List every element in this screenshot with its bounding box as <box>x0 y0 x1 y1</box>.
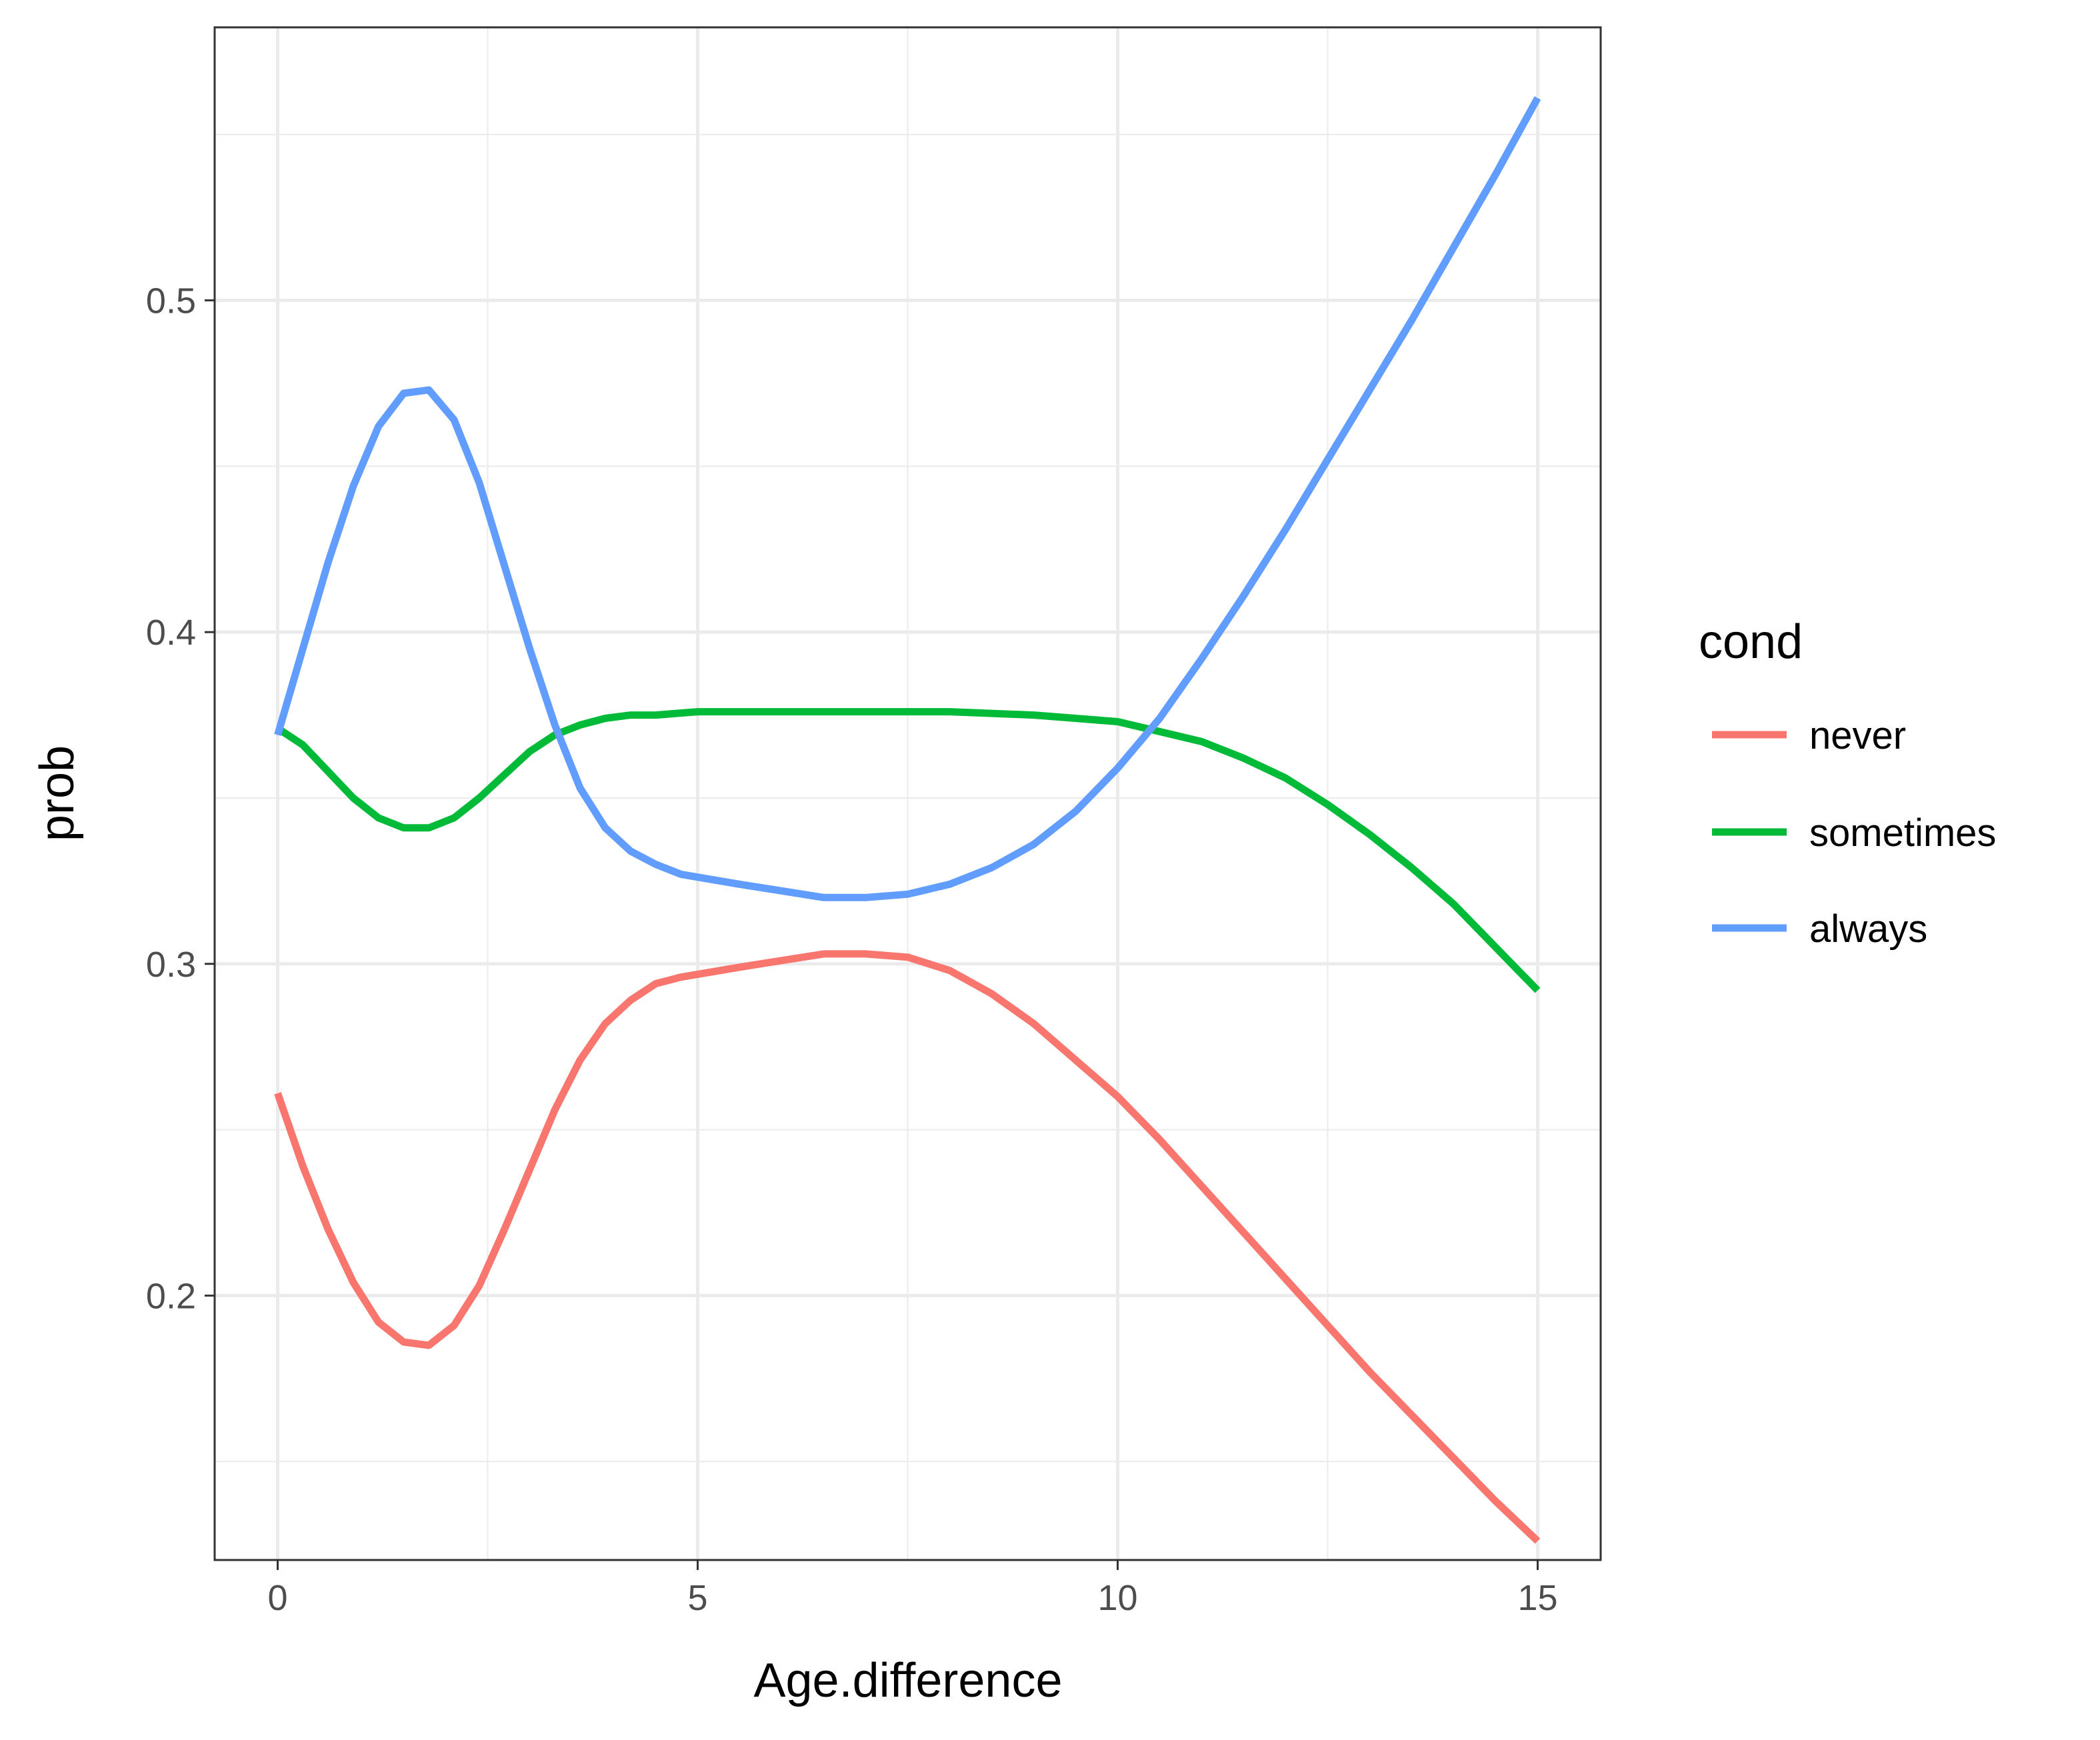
legend-item-never: never <box>1712 714 1906 757</box>
x-tick-label: 10 <box>1097 1578 1137 1618</box>
x-axis-ticks: 0 5 10 15 <box>267 1560 1558 1618</box>
grid-minor <box>215 27 1601 1560</box>
y-tick-label: 0.5 <box>146 281 196 321</box>
series-line-always <box>274 96 1541 901</box>
x-tick-label: 0 <box>267 1578 287 1618</box>
series-line-never <box>274 950 1541 1544</box>
y-tick-label: 0.3 <box>146 945 196 985</box>
y-tick-label: 0.4 <box>146 613 196 653</box>
grid-major <box>215 27 1601 1560</box>
series-line-sometimes <box>275 708 1541 993</box>
plot-border <box>213 26 1602 1561</box>
legend: cond never sometimes always <box>1699 615 1996 951</box>
y-axis-ticks: 0.2 0.3 0.4 0.5 <box>146 281 215 1316</box>
x-axis-title: Age.difference <box>753 1654 1062 1707</box>
legend-item-sometimes: sometimes <box>1712 811 1996 855</box>
y-tick-label: 0.2 <box>146 1276 196 1316</box>
legend-label-always: always <box>1809 907 1927 951</box>
legend-label-never: never <box>1809 714 1906 757</box>
legend-item-always: always <box>1712 907 1927 951</box>
y-axis-title: prob <box>31 745 84 841</box>
legend-label-sometimes: sometimes <box>1809 811 1996 855</box>
series-lines <box>274 96 1541 1544</box>
legend-title: cond <box>1699 615 1803 669</box>
x-tick-label: 15 <box>1517 1578 1557 1618</box>
x-tick-label: 5 <box>687 1578 707 1618</box>
